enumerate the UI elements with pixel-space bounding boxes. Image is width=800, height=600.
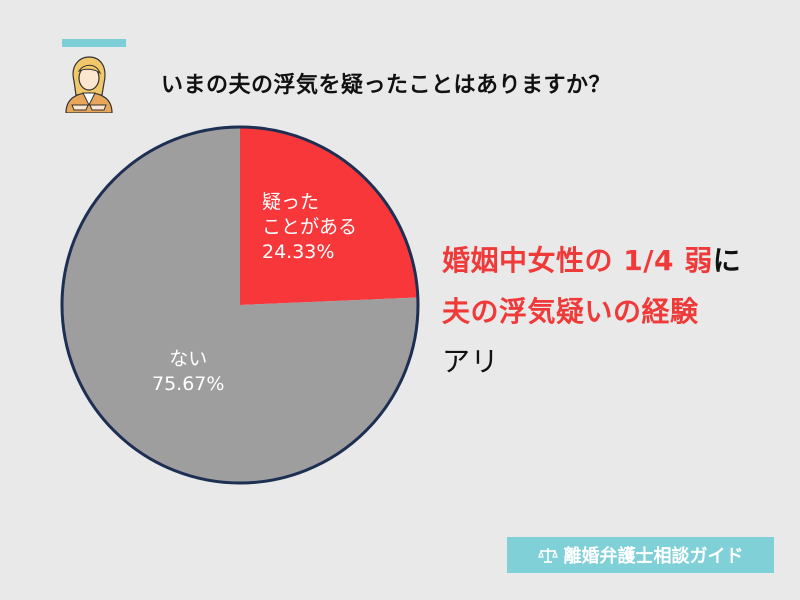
caption-line-2: 夫の浮気疑いの経験 [442, 295, 699, 328]
brand-label: 離婚弁護士相談ガイド [563, 546, 744, 567]
caption-line-1: 婚姻中女性の 1/4 弱に [442, 239, 741, 279]
slice-label-suspected-line2: ことがある [262, 216, 358, 238]
accent-bar [62, 39, 126, 47]
slice-label-suspected-line1: 疑った [262, 191, 320, 213]
slice-label-never-line1: ない [169, 348, 208, 370]
caption-particle: に [712, 244, 742, 277]
slice-value-never: 75.67% [152, 373, 225, 395]
pie-slice-suspected [240, 127, 418, 305]
caption-highlight: 婚姻中女性の 1/4 弱 [442, 244, 713, 277]
pie-chart-svg [60, 125, 420, 485]
slice-value-suspected: 24.33% [262, 241, 335, 263]
woman-avatar-icon [65, 56, 113, 113]
slice-label-suspected: 疑った ことがある 24.33% [262, 190, 357, 265]
pie-border [60, 125, 420, 485]
caption-line-3: アリ [442, 345, 500, 378]
pie-chart [60, 125, 420, 485]
brand-badge: 離婚弁護士相談ガイド [507, 537, 774, 573]
survey-question: いまの夫の浮気を疑ったことはありますか？ [161, 73, 612, 98]
pie-slice-never [62, 127, 418, 483]
scale-icon [537, 548, 558, 563]
slice-label-never: ない 75.67% [152, 347, 224, 397]
